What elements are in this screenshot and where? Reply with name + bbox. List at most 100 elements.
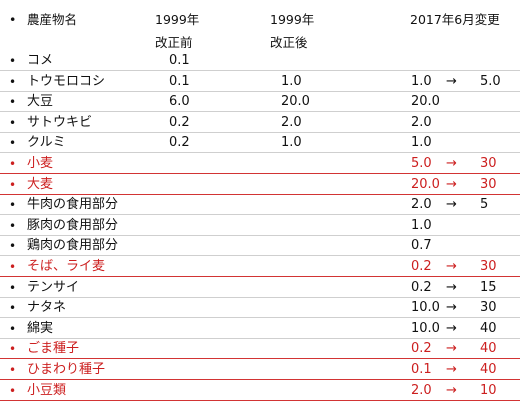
row-divider (0, 317, 520, 319)
crop-name: 小豆類 (27, 382, 67, 398)
header-col-a-year: 1999年 (155, 12, 200, 27)
change-arrow: → (446, 382, 457, 398)
row-divider (0, 255, 520, 257)
crop-name: ナタネ (27, 300, 67, 316)
value-2017: 1.0 (411, 135, 432, 151)
header-col-a-label: 改正前 (155, 35, 193, 50)
row-bullet: • (9, 280, 17, 295)
row-bullet: • (9, 198, 17, 213)
row-divider (0, 379, 520, 380)
table-row: • 小豆類 2.0 → 10 (0, 381, 520, 401)
row-divider (0, 234, 520, 236)
row-divider (0, 70, 520, 71)
change-arrow: → (446, 341, 457, 357)
table-row: • ごま種子 0.2 → 40 (0, 339, 520, 360)
row-bullet: • (9, 177, 17, 192)
table-row: • 鶏肉の食用部分 0.7 (0, 236, 520, 257)
crop-name: ごま種子 (27, 341, 80, 357)
change-arrow: → (446, 320, 457, 336)
value-2017: 1.0 (411, 73, 432, 89)
header-crop-name: 農産物名 (27, 12, 78, 27)
crop-name: 豚肉の食用部分 (27, 217, 119, 233)
row-bullet: • (9, 74, 17, 89)
row-divider (0, 131, 520, 133)
value-2017: 10.0 (411, 300, 440, 316)
row-bullet: • (9, 383, 17, 398)
header-bullet: • (9, 12, 17, 27)
row-divider (0, 193, 520, 195)
table-row: • 綿実 10.0 → 40 (0, 319, 520, 339)
header-col-b-year: 1999年 (270, 12, 315, 27)
value-before-1999: 6.0 (169, 94, 190, 110)
value-new: 40 (480, 362, 497, 377)
row-divider (0, 214, 520, 216)
value-2017: 2.0 (411, 382, 432, 398)
value-before-1999: 0.1 (169, 73, 190, 89)
header-col-b-label: 改正後 (270, 35, 308, 50)
row-bullet: • (9, 218, 17, 233)
value-new: 30 (480, 300, 497, 316)
crop-name: 鶏肉の食用部分 (27, 238, 119, 254)
row-divider (0, 399, 520, 401)
value-2017: 0.2 (411, 259, 432, 274)
value-new: 5 (480, 197, 489, 213)
crop-name: トウモロコシ (27, 73, 106, 89)
row-bullet: • (9, 363, 17, 377)
row-divider (0, 296, 520, 298)
change-arrow: → (446, 176, 457, 192)
table-row: • そば、ライ麦 0.2 → 30 (0, 257, 520, 277)
row-bullet: • (9, 321, 17, 336)
row-bullet: • (9, 136, 17, 151)
table-row: • サトウキビ 0.2 2.0 2.0 (0, 113, 520, 133)
row-divider (0, 276, 520, 277)
table-row: • 牛肉の食用部分 2.0 → 5 (0, 195, 520, 216)
value-2017: 0.1 (411, 362, 432, 377)
row-bullet: • (9, 342, 17, 357)
crop-name: そば、ライ麦 (27, 259, 106, 274)
value-new: 40 (480, 341, 497, 357)
row-bullet: • (9, 157, 17, 171)
crop-name: クルミ (27, 135, 66, 151)
row-divider (0, 358, 520, 360)
row-divider (0, 337, 520, 339)
change-arrow: → (446, 362, 457, 377)
change-arrow: → (446, 300, 457, 316)
table-row: • テンサイ 0.2 → 15 (0, 278, 520, 298)
table-row: • トウモロコシ 0.1 1.0 1.0 → 5.0 (0, 72, 520, 92)
value-new: 30 (480, 176, 497, 192)
value-2017: 2.0 (411, 197, 432, 213)
value-2017: 0.7 (411, 238, 432, 254)
crop-name: コメ (27, 53, 54, 68)
crop-name: ひまわり種子 (27, 362, 106, 377)
value-after-1999: 1.0 (281, 73, 302, 89)
value-new: 40 (480, 320, 497, 336)
table-row: • クルミ 0.2 1.0 1.0 (0, 133, 520, 154)
row-bullet: • (9, 260, 17, 274)
crop-name: 大麦 (27, 176, 54, 192)
value-new: 5.0 (480, 73, 501, 89)
value-2017: 10.0 (411, 320, 440, 336)
row-bullet: • (9, 239, 17, 254)
crop-name: 綿実 (27, 320, 54, 336)
table-row: • 大豆 6.0 20.0 20.0 (0, 92, 520, 113)
table-row: • ナタネ 10.0 → 30 (0, 298, 520, 319)
table-row: • 大麦 20.0 → 30 (0, 175, 520, 195)
value-new: 15 (480, 279, 497, 295)
crop-name: テンサイ (27, 279, 80, 295)
value-2017: 20.0 (411, 94, 440, 110)
table-row: • コメ 0.1 (0, 51, 520, 71)
value-2017: 20.0 (411, 176, 440, 192)
value-2017: 0.2 (411, 341, 432, 357)
value-new: 30 (480, 259, 497, 274)
row-bullet: • (9, 301, 17, 316)
row-divider (0, 152, 520, 154)
change-arrow: → (446, 279, 457, 295)
value-2017: 0.2 (411, 279, 432, 295)
change-arrow: → (446, 259, 457, 274)
row-bullet: • (9, 115, 17, 130)
crop-name: サトウキビ (27, 114, 93, 130)
value-before-1999: 0.2 (169, 135, 190, 151)
row-divider (0, 90, 520, 92)
table-row: • 豚肉の食用部分 1.0 (0, 216, 520, 236)
